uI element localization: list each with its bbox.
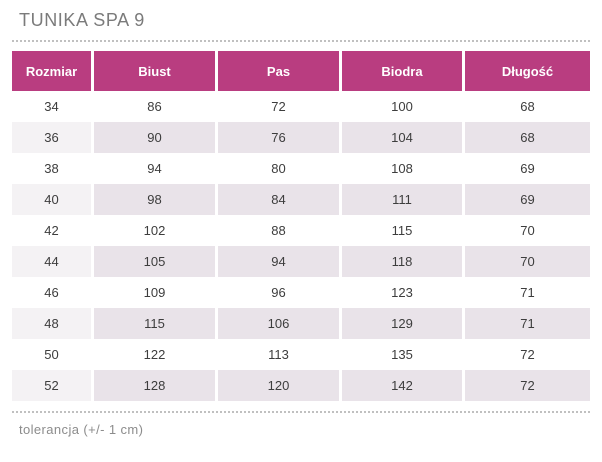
- table-row: 48 115 106 129 71: [12, 308, 590, 339]
- table-cell: 120: [218, 370, 339, 401]
- table-cell: 113: [268, 347, 289, 362]
- table-cell: 123: [391, 285, 413, 300]
- table-cell: 84: [218, 184, 339, 215]
- table-cell: 94: [147, 161, 162, 176]
- column-header-biodra: Biodra: [342, 51, 462, 91]
- table-cell: 70: [520, 223, 535, 238]
- table-row: 46 109 96 123 71: [12, 277, 590, 308]
- table-row: 40 98 84 111 69: [12, 184, 590, 215]
- table-cell: 111: [342, 184, 462, 215]
- table-cell: 52: [12, 370, 91, 401]
- column-header-pas: Pas: [218, 51, 339, 91]
- table-cell: 135: [391, 347, 413, 362]
- table-cell: 88: [271, 223, 286, 238]
- table-cell: 80: [271, 161, 286, 176]
- table-cell: 128: [94, 370, 215, 401]
- table-cell: 94: [218, 246, 339, 277]
- table-cell: 72: [271, 99, 286, 114]
- table-cell: 129: [342, 308, 462, 339]
- table-header-row: Rozmiar Biust Pas Biodra Długość: [12, 51, 590, 91]
- table-row: 36 90 76 104 68: [12, 122, 590, 153]
- table-cell: 72: [465, 370, 590, 401]
- table-cell: 86: [147, 99, 162, 114]
- column-header-dlugosc: Długość: [465, 51, 590, 91]
- title-divider: [12, 40, 590, 42]
- table-cell: 102: [143, 223, 166, 238]
- table-cell: 68: [465, 122, 590, 153]
- table-cell: 115: [94, 308, 215, 339]
- table-cell: 44: [12, 246, 91, 277]
- table-cell: 69: [520, 161, 535, 176]
- table-cell: 100: [391, 99, 413, 114]
- table-cell: 70: [465, 246, 590, 277]
- table-cell: 42: [44, 223, 59, 238]
- table-cell: 98: [94, 184, 215, 215]
- footer-divider: [12, 411, 590, 413]
- table-cell: 46: [44, 285, 59, 300]
- table-cell: 106: [218, 308, 339, 339]
- table-cell: 115: [391, 223, 413, 238]
- table-cell: 118: [342, 246, 462, 277]
- table-row: 38 94 80 108 69: [12, 153, 590, 184]
- table-cell: 72: [520, 347, 535, 362]
- page-title: TUNIKA SPA 9: [19, 10, 145, 30]
- table-cell: 68: [520, 99, 535, 114]
- table-cell: 40: [12, 184, 91, 215]
- table-cell: 90: [94, 122, 215, 153]
- table-body: 34 86 72 100 68 36 90 76 104 68 38 94 80 108 69 40 98 84 1…: [12, 91, 590, 401]
- table-cell: 76: [218, 122, 339, 153]
- size-table: Rozmiar Biust Pas Biodra Długość 34 86 72 1…: [12, 51, 590, 401]
- table-cell: 71: [465, 308, 590, 339]
- table-cell: 38: [44, 161, 59, 176]
- table-row: 42 102 88 115 70: [12, 215, 590, 246]
- table-row: 44 105 94 118 70: [12, 246, 590, 277]
- table-cell: 36: [12, 122, 91, 153]
- table-cell: 105: [94, 246, 215, 277]
- table-cell: 96: [271, 285, 286, 300]
- table-row: 34 86 72 100 68: [12, 91, 590, 122]
- table-cell: 34: [44, 99, 59, 114]
- table-cell: 142: [342, 370, 462, 401]
- table-cell: 108: [391, 161, 413, 176]
- column-header-biust: Biust: [94, 51, 215, 91]
- table-cell: 122: [143, 347, 166, 362]
- table-cell: 50: [44, 347, 59, 362]
- table-cell: 109: [143, 285, 166, 300]
- table-cell: 69: [465, 184, 590, 215]
- table-cell: 71: [520, 285, 535, 300]
- table-row: 50 122 113 135 72: [12, 339, 590, 370]
- table-cell: 104: [342, 122, 462, 153]
- table-cell: 48: [12, 308, 91, 339]
- table-row: 52 128 120 142 72: [12, 370, 590, 401]
- tolerance-note: tolerancja (+/- 1 cm): [19, 422, 144, 437]
- column-header-rozmiar: Rozmiar: [12, 51, 91, 91]
